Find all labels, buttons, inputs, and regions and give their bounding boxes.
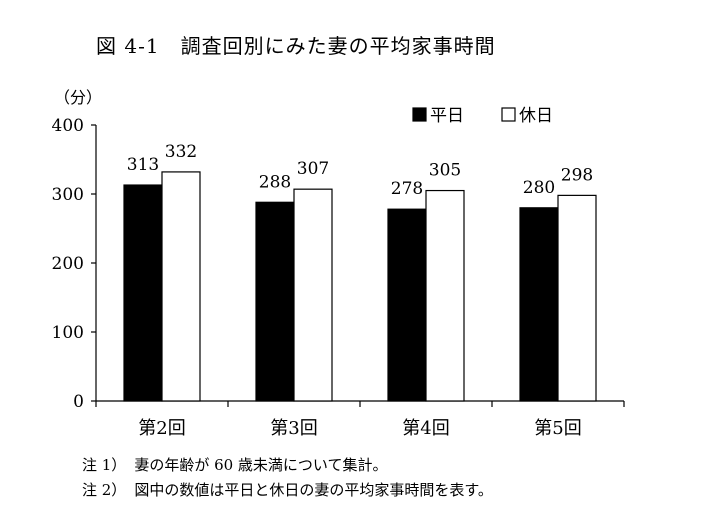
legend-label-holiday: 休日	[519, 106, 553, 126]
y-axis-unit-label: （分）	[54, 88, 102, 107]
footnote-1: 注 1） 妻の年齢が 60 歳未満について集計。	[82, 454, 388, 475]
footnote-1-text: 妻の年齢が 60 歳未満について集計。	[134, 456, 388, 474]
figure-title: 図 4-1 調査回別にみた妻の平均家事時間	[96, 34, 496, 58]
data-label: 278	[391, 179, 423, 199]
legend-swatch-weekday	[412, 107, 427, 122]
data-label: 298	[561, 165, 593, 185]
y-tick-label: 200	[52, 254, 84, 274]
bar-holiday	[293, 188, 333, 402]
bar-weekday	[255, 201, 295, 402]
data-label: 307	[297, 159, 329, 179]
data-label: 288	[259, 172, 291, 192]
y-tick-label: 400	[52, 116, 84, 136]
x-tick-label: 第5回	[534, 418, 581, 439]
bar-holiday	[557, 194, 597, 402]
bar-weekday	[387, 208, 427, 402]
x-tick-label: 第4回	[402, 418, 449, 439]
x-tick-label: 第3回	[270, 418, 317, 439]
data-label: 332	[165, 142, 197, 162]
legend-swatch-holiday	[501, 107, 516, 122]
x-tick-label: 第2回	[138, 418, 185, 439]
bar-weekday	[123, 184, 163, 402]
bar-holiday	[161, 171, 201, 402]
legend-label-weekday: 平日	[430, 106, 464, 126]
footnote-2-label: 注 2）	[82, 481, 127, 499]
data-label: 305	[429, 161, 461, 181]
bar-chart: 0 100 200 300 400 （分） 313 332 第2回 288 307 第3回 278 305…	[52, 88, 625, 439]
footnote-2-text: 図中の数値は平日と休日の妻の平均家事時間を表す。	[134, 481, 493, 499]
data-label: 280	[523, 178, 555, 198]
y-tick-label: 100	[52, 323, 84, 343]
y-tick-label: 300	[52, 185, 84, 205]
y-tick-label: 0	[73, 392, 84, 412]
footnote-2: 注 2） 図中の数値は平日と休日の妻の平均家事時間を表す。	[82, 479, 493, 500]
bar-holiday	[425, 189, 465, 402]
data-label: 313	[127, 155, 159, 175]
bar-weekday	[519, 207, 559, 402]
footnote-1-label: 注 1）	[82, 456, 127, 474]
